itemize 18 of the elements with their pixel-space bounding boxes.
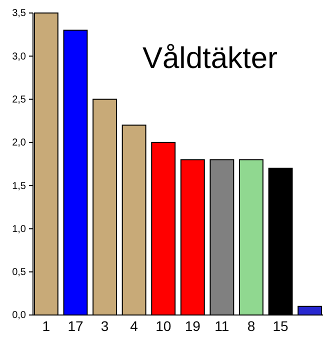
x-tick-label: 11 xyxy=(214,318,230,334)
x-tick-label: 19 xyxy=(184,318,201,334)
y-tick-label: 3,0 xyxy=(12,51,26,62)
x-tick-label: 17 xyxy=(68,318,84,334)
y-tick-label: 2,0 xyxy=(12,138,26,149)
y-tick-label: 3,5 xyxy=(12,8,26,20)
text: Våldtäkter xyxy=(142,42,278,75)
x-tick-label: 4 xyxy=(130,318,138,334)
y-tick-label: 0,0 xyxy=(12,310,26,322)
y-tick-label: 1,5 xyxy=(12,180,26,192)
y-tick-label: 2,5 xyxy=(12,94,26,106)
x-tick-label: 10 xyxy=(156,318,172,334)
x-tick-label: 1 xyxy=(42,318,50,334)
y-tick-label: 1,0 xyxy=(12,224,26,235)
x-tick-label: 3 xyxy=(100,318,109,334)
y-tick-label: 0,5 xyxy=(12,267,26,278)
x-tick-label: 15 xyxy=(272,318,289,334)
x-tick-label: 8 xyxy=(247,318,256,334)
